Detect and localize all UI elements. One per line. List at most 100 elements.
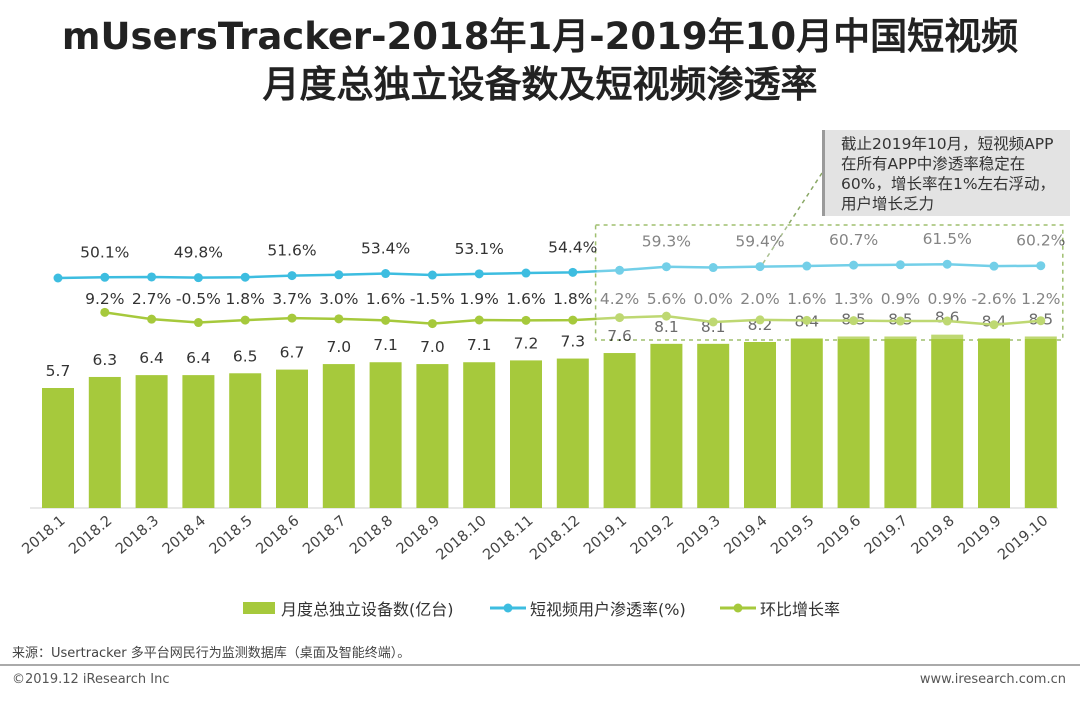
x-tick-label: 2018.3 [113, 513, 162, 558]
growth-point [755, 315, 765, 325]
bar-value-label: 7.1 [373, 336, 398, 354]
growth-value-label: 3.7% [272, 290, 311, 308]
x-tick-label: 2018.2 [66, 513, 115, 558]
x-tick-label: 2018.10 [434, 513, 490, 564]
growth-point [193, 318, 203, 328]
penetration-line [57, 262, 1041, 280]
bar [510, 360, 542, 508]
growth-point [240, 315, 250, 325]
x-tick-label: 2018.11 [480, 513, 536, 564]
bar [276, 369, 308, 508]
legend-bar-label: 月度总独立设备数(亿台) [281, 600, 454, 619]
bar-value-label: 7.1 [467, 336, 492, 354]
x-tick-label: 2018.6 [253, 513, 302, 558]
penetration-point [287, 271, 297, 281]
x-tick-label: 2019.2 [628, 513, 677, 558]
penetration-value-label: 60.7% [829, 231, 878, 249]
x-tick-label: 2018.8 [347, 513, 396, 558]
bar [463, 362, 496, 508]
legend-bar-swatch-icon [243, 602, 275, 614]
growth-value-label: 2.7% [132, 290, 171, 308]
x-tick-label: 2019.6 [815, 513, 864, 558]
growth-value-label: 3.0% [319, 290, 358, 308]
growth-point [568, 315, 578, 325]
legend-penetration-label: 短视频用户渗透率(%) [530, 600, 686, 619]
bar [744, 342, 776, 508]
growth-point [802, 315, 812, 325]
penetration-value-label: 51.6% [267, 242, 316, 260]
penetration-value-label: 61.5% [923, 230, 972, 248]
growth-value-label: 0.9% [881, 290, 920, 308]
growth-point [474, 315, 484, 325]
highlight-box [594, 224, 1064, 341]
x-tick-label: 2019.4 [721, 513, 770, 558]
growth-value-label: 0.0% [694, 290, 733, 308]
x-tick-label: 2018.7 [300, 513, 349, 558]
penetration-value-label: 60.2% [1016, 232, 1065, 250]
bar [790, 338, 823, 508]
legend-penetration-line-icon [490, 603, 526, 613]
growth-point [895, 316, 905, 326]
growth-value-label: 1.8% [226, 290, 265, 308]
growth-point [661, 311, 671, 321]
growth-point [615, 313, 625, 323]
growth-value-label: 0.9% [928, 290, 967, 308]
growth-value-label: 1.8% [553, 290, 592, 308]
penetration-point [193, 273, 203, 283]
chart-title-line2: 月度总独立设备数及短视频渗透率 [262, 63, 818, 106]
penetration-point [521, 268, 531, 278]
bar [322, 364, 355, 508]
x-tick-label: 2018.12 [527, 513, 583, 564]
website-link[interactable]: www.iresearch.com.cn [919, 672, 1066, 687]
penetration-point [381, 269, 391, 279]
bar [650, 343, 683, 508]
penetration-point [615, 265, 625, 275]
growth-point [708, 317, 718, 327]
growth-point [100, 307, 110, 317]
growth-value-label: 1.9% [460, 290, 499, 308]
legend-item-penetration: 短视频用户渗透率(%) [490, 596, 686, 620]
bar-value-label: 7.6 [607, 327, 632, 345]
source-note: 来源：Usertracker 多平台网民行为监测数据库（桌面及智能终端）。 [12, 646, 411, 661]
penetration-value-label: 53.1% [455, 240, 504, 258]
bar [182, 375, 215, 508]
bar-value-label: 5.7 [46, 362, 71, 380]
growth-value-label: -1.5% [410, 290, 455, 308]
bar-value-label: 7.2 [514, 334, 539, 352]
penetration-point [661, 262, 671, 272]
bar [416, 364, 449, 508]
growth-point [849, 316, 859, 326]
growth-value-label: 1.2% [1021, 290, 1060, 308]
x-tick-label: 2019.8 [909, 513, 958, 558]
penetration-point [147, 272, 157, 282]
annotation-connector [759, 172, 823, 269]
x-tick-label: 2019.5 [768, 513, 817, 558]
growth-point [521, 315, 531, 325]
bar [135, 375, 168, 508]
penetration-value-label: 59.3% [642, 233, 691, 251]
bar-value-label: 7.3 [560, 333, 585, 351]
bar [556, 358, 589, 508]
penetration-point [989, 261, 999, 271]
growth-value-label: 5.6% [647, 290, 686, 308]
x-tick-label: 2019.3 [675, 513, 724, 558]
bar [931, 334, 964, 508]
highlight-overlay [596, 226, 1062, 339]
bar-value-label: 6.4 [139, 349, 164, 367]
chart-title-line1: mUsersTracker-2018年1月-2019年10月中国短视频 [61, 15, 1019, 58]
growth-point [427, 319, 437, 329]
x-tick-label: 2019.7 [862, 513, 911, 558]
penetration-point [708, 263, 718, 273]
bar [697, 343, 730, 508]
bar [229, 373, 262, 508]
penetration-point [240, 272, 250, 282]
growth-value-label: 1.6% [506, 290, 545, 308]
bar [369, 362, 402, 508]
annotation-box: 截止2019年10月，短视频APP在所有APP中渗透率稳定在60%，增长率在1%… [822, 130, 1070, 216]
penetration-point [895, 260, 905, 270]
penetration-point [474, 269, 484, 279]
penetration-point [100, 272, 110, 282]
penetration-point [755, 262, 765, 272]
penetration-value-label: 53.4% [361, 240, 410, 258]
growth-value-label: 1.6% [787, 290, 826, 308]
